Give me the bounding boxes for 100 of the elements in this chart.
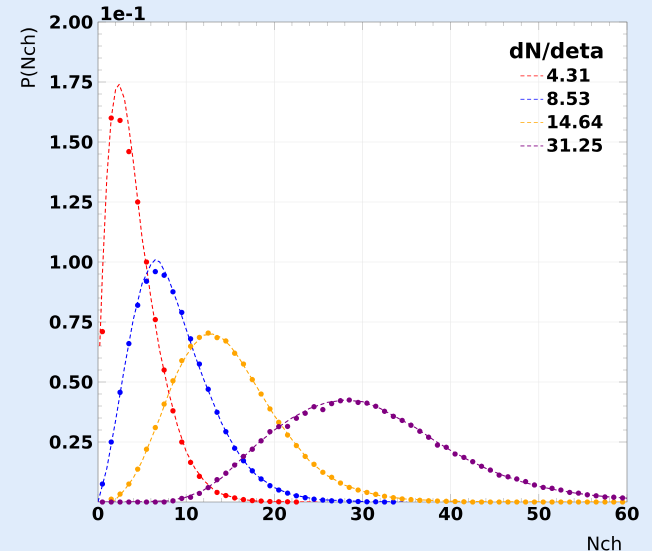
point <box>302 410 308 416</box>
legend-label: 14.64 <box>548 114 602 129</box>
point <box>144 259 150 265</box>
point <box>250 376 255 382</box>
point <box>206 484 211 490</box>
point <box>126 340 132 346</box>
point <box>250 446 255 452</box>
point <box>232 350 238 356</box>
point <box>311 404 317 410</box>
point <box>135 499 140 505</box>
point <box>161 272 167 278</box>
y-tick-label: 1.75 <box>50 75 92 89</box>
point <box>602 494 608 500</box>
point <box>496 472 502 478</box>
point <box>135 302 140 308</box>
point <box>250 468 255 474</box>
x-tick-label: 30 <box>351 506 374 520</box>
point <box>223 492 229 498</box>
point <box>267 406 273 412</box>
point <box>144 499 150 505</box>
point <box>400 496 405 502</box>
point <box>144 278 150 284</box>
point <box>470 459 476 464</box>
point <box>373 499 378 504</box>
point <box>196 474 202 479</box>
point <box>152 499 158 505</box>
point <box>152 268 158 274</box>
point <box>108 499 114 505</box>
point <box>267 429 273 434</box>
legend-title: dN/deta <box>510 42 603 60</box>
point <box>346 397 352 403</box>
line-series <box>98 259 408 502</box>
point <box>126 148 132 154</box>
point <box>302 454 308 460</box>
point <box>223 429 229 434</box>
point <box>355 487 361 493</box>
point <box>444 498 449 504</box>
point <box>514 476 520 482</box>
point <box>338 398 344 404</box>
point <box>320 406 326 412</box>
x-tick-label: 20 <box>263 506 286 520</box>
point <box>188 344 194 349</box>
point <box>284 499 290 504</box>
point <box>117 499 123 505</box>
point <box>602 499 608 505</box>
y-tick-label: 0.75 <box>50 315 92 329</box>
point <box>179 439 184 445</box>
point <box>117 390 123 395</box>
x-tick-label: 0 <box>92 506 104 520</box>
point <box>196 361 202 367</box>
point <box>214 490 220 496</box>
point <box>417 498 422 503</box>
y-tick-label: 0.25 <box>50 435 92 449</box>
point <box>117 118 123 124</box>
text: 1e-1 <box>102 6 145 20</box>
point <box>593 499 599 505</box>
y-axis-title: P(Nch) <box>20 28 38 87</box>
point <box>364 499 370 504</box>
point <box>373 492 378 497</box>
point <box>390 499 396 505</box>
legend-label: 8.53 <box>547 92 590 106</box>
point <box>284 432 290 438</box>
point <box>161 499 167 505</box>
point <box>276 424 282 430</box>
line-series <box>99 84 319 502</box>
point <box>505 474 511 480</box>
point <box>161 401 167 407</box>
point <box>382 499 388 505</box>
point <box>108 439 114 445</box>
x-tick-label: 40 <box>438 506 462 520</box>
point <box>576 499 582 505</box>
point <box>214 477 220 482</box>
point <box>470 499 476 505</box>
point <box>382 408 388 414</box>
point <box>284 490 290 496</box>
point <box>408 496 414 502</box>
point <box>126 499 132 505</box>
point <box>196 490 202 496</box>
point <box>532 499 538 505</box>
point <box>258 476 264 482</box>
point <box>152 424 158 430</box>
point <box>100 499 106 505</box>
point <box>179 496 184 502</box>
x-tick-label: 10 <box>176 506 198 520</box>
point <box>558 499 564 505</box>
point <box>276 487 282 493</box>
point <box>135 199 140 205</box>
point <box>478 464 484 469</box>
point <box>170 378 176 384</box>
point <box>505 499 511 505</box>
point <box>567 490 572 496</box>
point <box>294 499 300 505</box>
point <box>170 289 176 294</box>
point <box>152 316 158 322</box>
point <box>232 446 238 451</box>
point <box>250 498 255 504</box>
point <box>478 499 484 505</box>
point <box>549 499 555 505</box>
point <box>328 474 334 480</box>
point <box>267 498 273 504</box>
